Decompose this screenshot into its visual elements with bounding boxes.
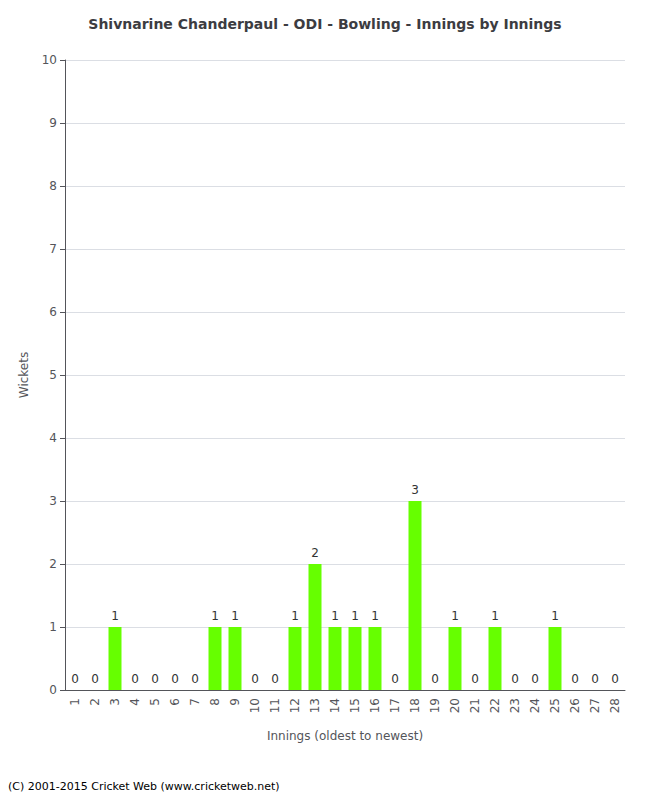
svg-text:2: 2 [311, 546, 319, 560]
svg-text:7: 7 [49, 242, 57, 256]
svg-text:1: 1 [49, 620, 57, 634]
svg-text:4: 4 [128, 698, 142, 706]
svg-text:0: 0 [49, 683, 57, 697]
svg-text:0: 0 [151, 672, 159, 686]
svg-text:1: 1 [371, 609, 379, 623]
svg-text:0: 0 [191, 672, 199, 686]
svg-text:8: 8 [208, 698, 222, 706]
svg-text:2: 2 [49, 557, 57, 571]
svg-text:21: 21 [468, 698, 482, 713]
svg-text:1: 1 [551, 609, 559, 623]
svg-text:0: 0 [251, 672, 259, 686]
svg-text:20: 20 [448, 698, 462, 713]
svg-text:7: 7 [188, 698, 202, 706]
svg-text:28: 28 [608, 698, 622, 713]
svg-text:1: 1 [231, 609, 239, 623]
svg-text:0: 0 [591, 672, 599, 686]
svg-text:0: 0 [91, 672, 99, 686]
svg-text:6: 6 [168, 698, 182, 706]
svg-text:0: 0 [391, 672, 399, 686]
svg-text:(C) 2001-2015 Cricket Web (www: (C) 2001-2015 Cricket Web (www.cricketwe… [8, 780, 280, 793]
svg-text:0: 0 [171, 672, 179, 686]
svg-text:1: 1 [351, 609, 359, 623]
svg-text:1: 1 [331, 609, 339, 623]
svg-text:23: 23 [508, 698, 522, 713]
svg-text:1: 1 [111, 609, 119, 623]
svg-text:Wickets: Wickets [17, 352, 31, 398]
svg-text:0: 0 [611, 672, 619, 686]
svg-text:0: 0 [571, 672, 579, 686]
svg-text:19: 19 [428, 698, 442, 713]
svg-text:8: 8 [49, 179, 57, 193]
svg-text:10: 10 [42, 53, 57, 67]
svg-text:27: 27 [588, 698, 602, 713]
svg-text:22: 22 [488, 698, 502, 713]
svg-text:0: 0 [271, 672, 279, 686]
svg-text:6: 6 [49, 305, 57, 319]
svg-text:3: 3 [108, 698, 122, 706]
svg-text:12: 12 [288, 698, 302, 713]
svg-text:18: 18 [408, 698, 422, 713]
svg-text:25: 25 [548, 698, 562, 713]
svg-text:0: 0 [431, 672, 439, 686]
svg-text:0: 0 [511, 672, 519, 686]
svg-text:Shivnarine Chanderpaul - ODI -: Shivnarine Chanderpaul - ODI - Bowling -… [88, 16, 561, 32]
svg-text:5: 5 [148, 698, 162, 706]
svg-text:17: 17 [388, 698, 402, 713]
svg-text:26: 26 [568, 698, 582, 713]
svg-text:3: 3 [49, 494, 57, 508]
svg-text:14: 14 [328, 698, 342, 713]
svg-text:24: 24 [528, 698, 542, 713]
svg-text:13: 13 [308, 698, 322, 713]
svg-text:4: 4 [49, 431, 57, 445]
svg-text:0: 0 [531, 672, 539, 686]
svg-text:1: 1 [68, 698, 82, 706]
svg-text:1: 1 [491, 609, 499, 623]
svg-text:3: 3 [411, 483, 419, 497]
svg-text:2: 2 [88, 698, 102, 706]
svg-text:10: 10 [248, 698, 262, 713]
svg-text:16: 16 [368, 698, 382, 713]
svg-text:1: 1 [291, 609, 299, 623]
svg-text:1: 1 [211, 609, 219, 623]
svg-text:1: 1 [451, 609, 459, 623]
svg-text:0: 0 [131, 672, 139, 686]
svg-text:9: 9 [228, 698, 242, 706]
svg-text:Innings (oldest to newest): Innings (oldest to newest) [267, 729, 423, 743]
svg-text:5: 5 [49, 368, 57, 382]
svg-text:0: 0 [71, 672, 79, 686]
svg-text:0: 0 [471, 672, 479, 686]
svg-text:11: 11 [268, 698, 282, 713]
svg-text:9: 9 [49, 116, 57, 130]
svg-text:15: 15 [348, 698, 362, 713]
